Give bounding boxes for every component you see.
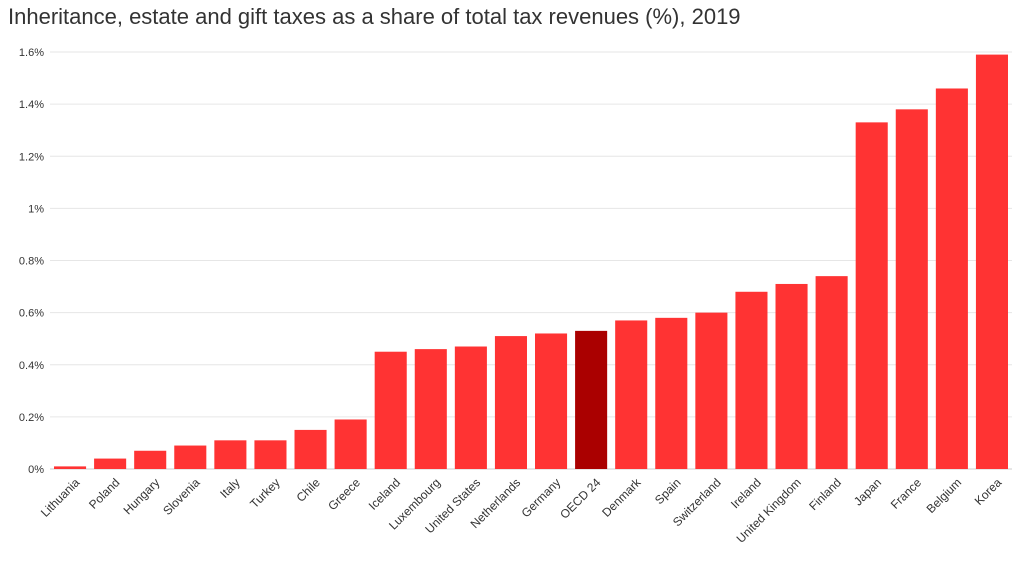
bar-ireland (735, 291, 768, 469)
bar-united-kingdom (775, 283, 808, 469)
x-category-label: Italy (217, 475, 242, 500)
x-category-label: Hungary (121, 475, 163, 517)
x-category-label: Denmark (599, 475, 644, 520)
bar-finland (815, 276, 848, 469)
bars (54, 54, 1008, 470)
y-tick-label: 0.8% (19, 256, 44, 268)
bar-japan (855, 122, 888, 470)
bar-turkey (254, 440, 287, 469)
x-category-label: Finland (806, 475, 844, 513)
bar-denmark (615, 320, 648, 469)
x-category-label: OECD 24 (557, 475, 603, 521)
bar-spain (655, 317, 688, 469)
bar-luxembourg (414, 349, 447, 469)
bar-iceland (374, 351, 407, 469)
x-category-label: Korea (972, 475, 1005, 508)
grid-lines (50, 51, 1012, 470)
bar-belgium (935, 88, 968, 470)
x-category-label: Lithuania (38, 475, 83, 520)
x-category-label: Germany (519, 475, 564, 520)
y-tick-label: 1.2% (19, 151, 44, 163)
x-category-label: Belgium (924, 475, 965, 516)
y-tick-label: 1% (28, 203, 44, 215)
bar-greece (334, 419, 367, 469)
y-tick-label: 0.6% (19, 308, 44, 320)
bar-netherlands (494, 336, 527, 469)
bar-france (895, 109, 928, 470)
x-category-label: Greece (325, 475, 363, 513)
x-category-label: Slovenia (160, 475, 203, 518)
x-category-label: Poland (86, 475, 122, 511)
y-tick-label: 1.4% (19, 99, 44, 111)
bar-slovenia (174, 445, 207, 469)
x-category-label: Chile (294, 475, 323, 504)
x-category-label: Turkey (247, 475, 283, 511)
bar-lithuania (54, 466, 87, 469)
bar-oecd-24 (575, 330, 608, 469)
x-category-label: Iceland (366, 475, 403, 512)
y-tick-label: 0.2% (19, 412, 44, 424)
bar-chile (294, 429, 327, 469)
y-tick-label: 0% (28, 464, 44, 476)
bar-united-states (454, 346, 487, 469)
x-category-label: Japan (851, 475, 884, 508)
bar-italy (214, 440, 247, 469)
bar-germany (535, 333, 568, 469)
x-category-label: France (888, 475, 925, 512)
y-tick-label: 1.6% (19, 47, 44, 59)
x-category-label: Ireland (728, 475, 764, 511)
bar-korea (975, 54, 1008, 469)
bar-switzerland (695, 312, 728, 469)
chart-title: Inheritance, estate and gift taxes as a … (8, 4, 741, 29)
y-axis-tick-labels: 0% 0.2% 0.4% 0.6% 0.8% 1% 1.2% 1.4% 1.6% (19, 47, 44, 476)
x-category-label: Spain (652, 475, 684, 507)
bar-hungary (134, 450, 167, 469)
y-tick-label: 0.4% (19, 360, 44, 372)
bar-poland (94, 458, 127, 469)
